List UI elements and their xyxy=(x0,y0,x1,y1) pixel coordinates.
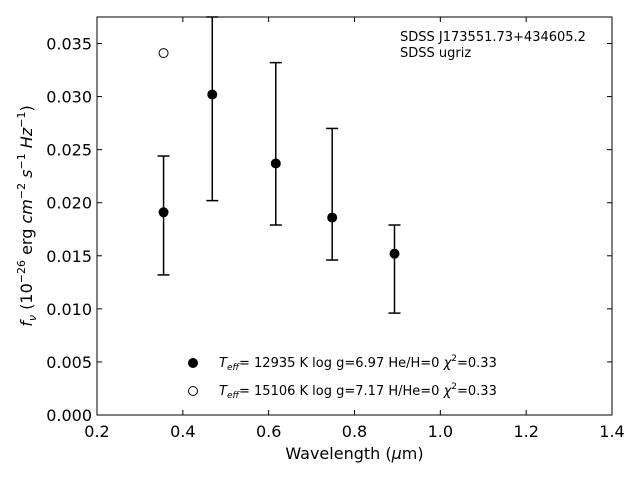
plot-area xyxy=(96,16,613,416)
x-tick-label: 1.4 xyxy=(599,422,624,441)
y-tick-label: 0.010 xyxy=(46,300,92,319)
x-tick-label: 0.6 xyxy=(256,422,281,441)
data-point-filled xyxy=(207,89,218,100)
annotation-object-name: SDSS J173551.73+434605.2 xyxy=(400,30,586,45)
legend: Teff= 12935 K log g=6.97 He/H=0 χ2=0.33 … xyxy=(188,354,497,401)
x-axis-label: Wavelength (μm) xyxy=(285,444,423,463)
data-point-filled xyxy=(158,207,169,218)
legend-entry-2: Teff= 15106 K log g=7.17 H/He=0 χ2=0.33 xyxy=(219,382,497,401)
y-tick-label: 0.005 xyxy=(46,353,92,372)
data-point-filled xyxy=(327,212,338,223)
legend-marker-filled xyxy=(188,358,198,368)
x-tick-label: 0.8 xyxy=(342,422,367,441)
data-point-filled xyxy=(389,248,400,259)
y-tick-label: 0.025 xyxy=(46,141,92,160)
data-point-open xyxy=(158,48,169,59)
data-point-filled xyxy=(270,158,281,169)
y-tick-label: 0.000 xyxy=(46,406,92,425)
x-tick-label: 1.0 xyxy=(428,422,453,441)
y-tick-label: 0.030 xyxy=(46,88,92,107)
x-tick-label: 0.4 xyxy=(170,422,195,441)
x-tick-label: 0.2 xyxy=(84,422,109,441)
legend-marker-open xyxy=(188,386,198,396)
y-tick-label: 0.020 xyxy=(46,194,92,213)
y-tick-label: 0.015 xyxy=(46,247,92,266)
x-tick-label: 1.2 xyxy=(513,422,538,441)
y-tick-label: 0.035 xyxy=(46,35,92,54)
y-axis-label: fν (10−26 erg cm−2 s−1 Hz−1) xyxy=(15,105,39,326)
legend-entry-1: Teff= 12935 K log g=6.97 He/H=0 χ2=0.33 xyxy=(219,354,497,373)
annotation-survey: SDSS ugriz xyxy=(400,46,471,61)
